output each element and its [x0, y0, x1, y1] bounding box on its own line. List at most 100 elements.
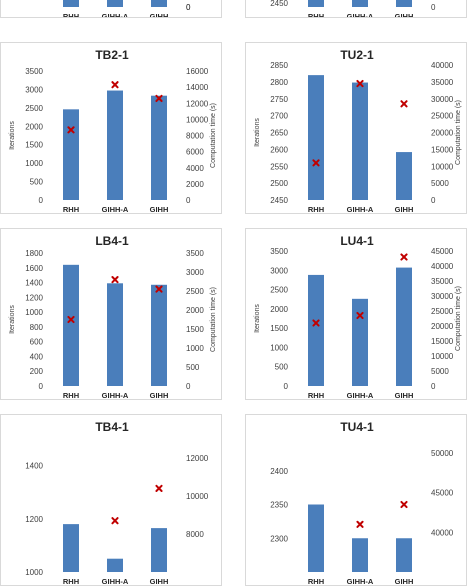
y-axis-title: Iterations: [9, 121, 16, 150]
y2-tick-label: 0: [431, 3, 436, 12]
y2-tick-label: 15000: [431, 337, 454, 346]
bar-iterations: [107, 558, 123, 572]
y-tick-label: 0: [284, 382, 289, 391]
bar-iterations: [107, 0, 123, 7]
y-tick-label: 2000: [270, 305, 288, 314]
bar-iterations: [107, 90, 123, 200]
marker-stroke: [356, 79, 364, 88]
marker-stroke: [312, 319, 320, 327]
bar-iterations: [63, 109, 79, 200]
y-tick-label: 2500: [270, 179, 288, 188]
marker-computation-time: [400, 500, 408, 509]
y2-tick-label: 10000: [186, 115, 209, 124]
chart-panel-lb4-1: LB4-1 0 200 400 600 800 1000 1200 1400 1600 1800 0 5…: [0, 228, 222, 400]
y-tick-label: 3500: [270, 247, 288, 256]
y-tick-label: 2600: [270, 145, 288, 154]
y2-tick-label: 2500: [186, 287, 204, 296]
bar-iterations: [396, 267, 412, 386]
y-tick-label: 200: [30, 367, 44, 376]
x-category-label: GIHH: [150, 391, 169, 400]
y2-axis-title: Computation time (s): [210, 103, 217, 168]
y2-tick-label: 500: [186, 363, 200, 372]
chart-svg: TU4-1 2300 2350 2400 40000 45000 50000 RHH GIHH-…: [270, 420, 454, 586]
y2-tick-label: 10000: [431, 162, 454, 171]
y2-tick-label: 45000: [431, 489, 454, 498]
y-tick-label: 2500: [270, 286, 288, 295]
y2-tick-label: 25000: [431, 112, 454, 121]
x-category-label: RHH: [63, 577, 79, 586]
bar-iterations: [63, 524, 79, 572]
y-tick-label: 1400: [25, 279, 43, 288]
y-tick-label: 3500: [25, 67, 43, 76]
marker-computation-time: [155, 94, 163, 103]
x-category-label: GIHH-A: [102, 205, 129, 214]
y-tick-label: 1600: [25, 264, 43, 273]
chart-title: TB2-1: [95, 48, 129, 62]
y-tick-label: 1200: [25, 515, 43, 524]
y2-tick-label: 25000: [431, 307, 454, 316]
y2-tick-label: 35000: [431, 277, 454, 286]
x-category-label: GIHH-A: [347, 12, 374, 18]
y2-tick-label: 35000: [431, 78, 454, 87]
y-tick-label: 2000: [25, 122, 43, 131]
marker-computation-time: [400, 253, 408, 261]
x-category-label: GIHH: [150, 205, 169, 214]
y-tick-label: 500: [275, 363, 289, 372]
y-tick-label: 2650: [270, 129, 288, 138]
x-category-label: GIHH: [395, 12, 414, 18]
chart-title: TB4-1: [95, 420, 129, 434]
marker-computation-time: [312, 159, 320, 167]
x-category-label: GIHH: [395, 205, 414, 214]
chart-panel-tu4-1: TU4-1 2300 2350 2400 40000 45000 50000 RHH GIHH-…: [245, 414, 467, 586]
y2-tick-label: 14000: [186, 83, 209, 92]
y-axis-title: Iterations: [254, 304, 261, 333]
x-category-label: GIHH: [395, 577, 414, 586]
bar-iterations: [308, 274, 324, 386]
bar-iterations: [151, 95, 167, 200]
chart-panel-tb4-1: TB4-1 1000 1200 1400 8000 10000 12000 RHH GIHH-A…: [0, 414, 222, 586]
marker-computation-time: [111, 276, 119, 284]
marker-computation-time: [111, 517, 119, 525]
y2-tick-label: 30000: [431, 95, 454, 104]
bar-iterations: [396, 0, 412, 7]
y-tick-label: 3000: [25, 85, 43, 94]
marker-computation-time: [155, 285, 163, 293]
y-tick-label: 2550: [270, 162, 288, 171]
bar-iterations: [396, 538, 412, 572]
chart-title: LU4-1: [340, 234, 374, 248]
chart-svg: TB4-1 1000 1200 1400 8000 10000 12000 RHH GIHH-A…: [25, 420, 209, 586]
y2-tick-label: 3000: [186, 268, 204, 277]
marker-computation-time: [356, 520, 364, 528]
y2-tick-label: 8000: [186, 132, 204, 141]
y-tick-label: 800: [30, 323, 44, 332]
y2-tick-label: 40000: [431, 61, 454, 70]
y2-tick-label: 20000: [431, 322, 454, 331]
marker-stroke: [155, 285, 163, 293]
y2-tick-label: 1500: [186, 325, 204, 334]
bar-iterations: [352, 298, 368, 386]
y-tick-label: 1400: [25, 462, 43, 471]
y2-tick-label: 2000: [186, 180, 204, 189]
y-tick-label: 0: [39, 196, 44, 205]
y-tick-label: 2850: [270, 61, 288, 70]
x-category-label: RHH: [63, 205, 79, 214]
y2-tick-label: 0: [186, 3, 191, 12]
x-category-label: GIHH: [150, 577, 169, 586]
y2-tick-label: 30000: [431, 292, 454, 301]
y2-tick-label: 12000: [186, 99, 209, 108]
x-category-label: GIHH-A: [347, 205, 374, 214]
chart-title: TU4-1: [340, 420, 374, 434]
chart-svg: LU4-105001000150020002500300035000500010…: [254, 234, 462, 400]
y2-tick-label: 3500: [186, 249, 204, 258]
chart-panel-tb2-1: TB2-1 0 500 1000 1500 2000 2500 3000 3500 0 2000 40…: [0, 42, 222, 214]
y-tick-label: 1800: [25, 249, 43, 258]
x-category-label: RHH: [308, 12, 324, 18]
bar-iterations: [308, 504, 324, 572]
x-category-label: GIHH: [395, 391, 414, 400]
marker-stroke: [67, 126, 75, 134]
marker-stroke: [111, 81, 119, 89]
x-category-label: GIHH-A: [102, 12, 129, 18]
bar-iterations: [151, 284, 167, 386]
bar-iterations: [396, 152, 412, 200]
